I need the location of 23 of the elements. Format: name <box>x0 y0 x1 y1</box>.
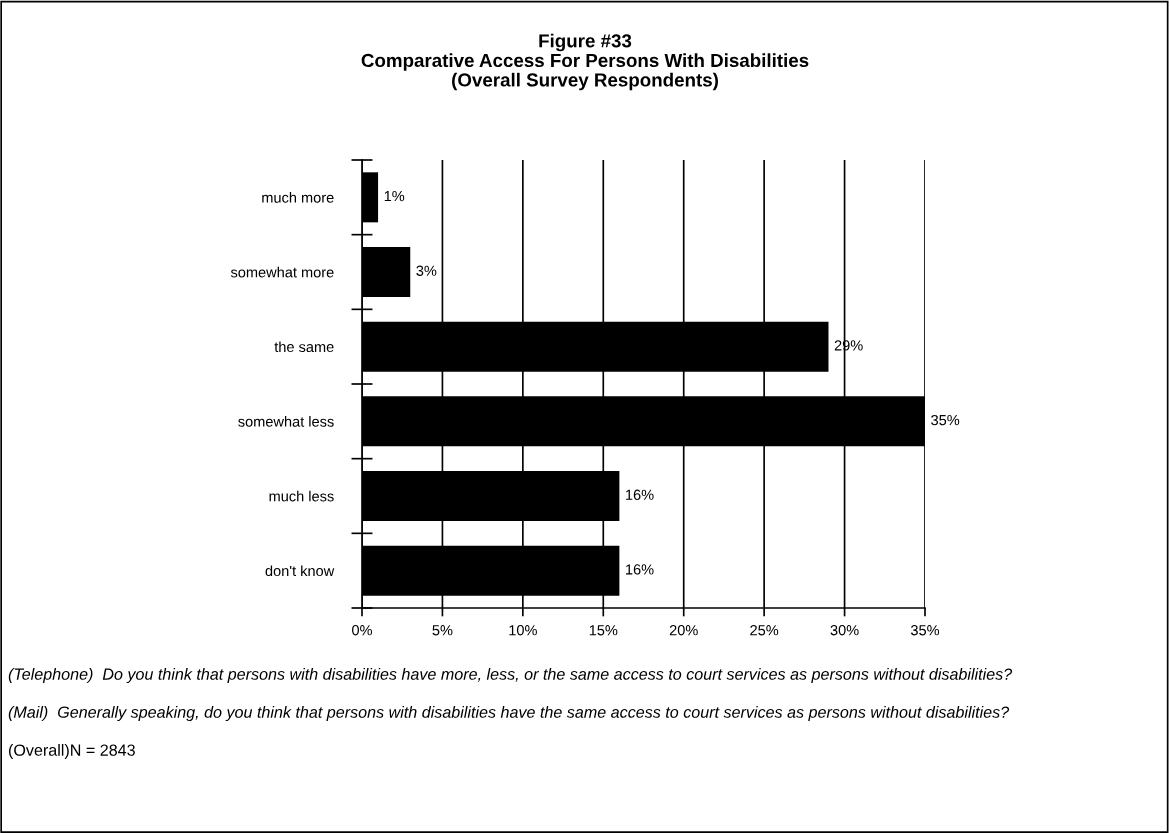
x-tick-label: 10% <box>509 625 537 636</box>
data-label: 35% <box>931 414 960 426</box>
text: (Telephone) Do you think that persons with disabilities have more, less, or the same access to court services as persons without disabilities? <box>8 668 1013 684</box>
data-label: 1% <box>384 190 405 202</box>
x-tick-label: 15% <box>589 625 618 636</box>
data-label: 16% <box>626 564 654 575</box>
x-tick-label: 25% <box>750 625 779 636</box>
text: (Overall)N = 2843 <box>9 744 135 760</box>
x-tick-label: 0% <box>352 625 373 636</box>
y-tick-label: somewhat less <box>238 416 334 427</box>
y-tick-label: don't know <box>265 565 335 577</box>
y-tick-label: much more <box>262 192 334 203</box>
data-label: 16% <box>626 489 654 500</box>
chart-title: Figure #33 Comparative Access For Persons With Disabilities (Overall Survey Respondents) <box>361 33 809 91</box>
x-tick-label: 5% <box>432 625 453 636</box>
x-tick-label: 20% <box>669 625 698 636</box>
data-label: 3% <box>416 265 437 276</box>
x-tick-label: 30% <box>830 625 859 636</box>
y-tick-label: somewhat more <box>230 266 334 278</box>
x-tick-label: 35% <box>910 625 940 636</box>
y-tick-label: much less <box>269 490 334 502</box>
text: (Mail) Generally speaking, do you think that persons with disabilities have the same access to court services as persons without disabilities? <box>8 706 1010 722</box>
y-tick-label: the same <box>274 341 334 353</box>
